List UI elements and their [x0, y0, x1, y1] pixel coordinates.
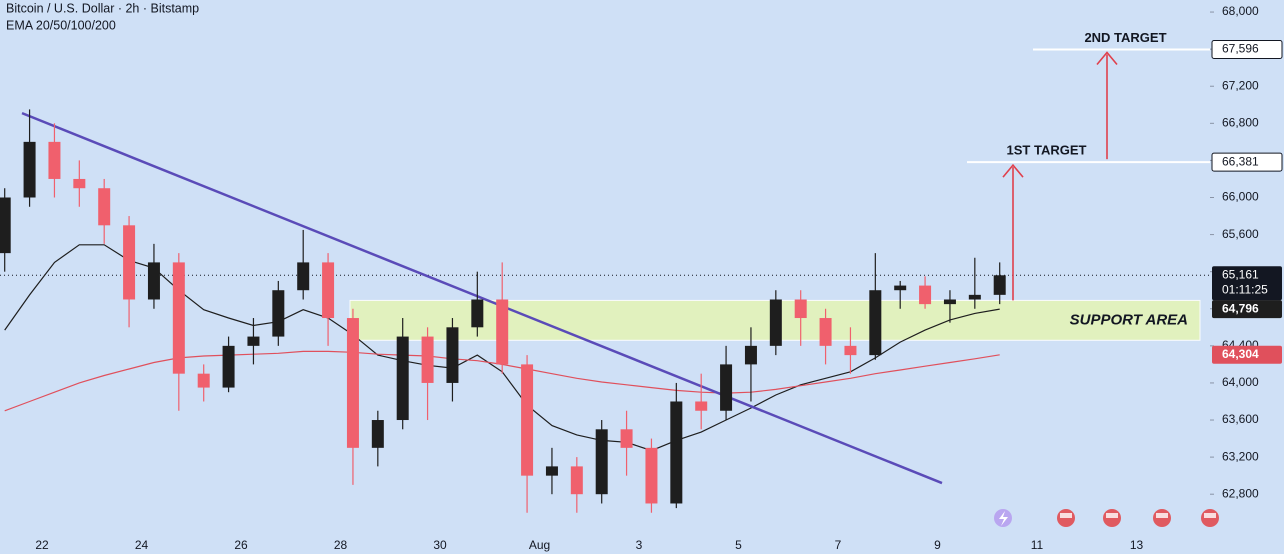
candle-body [446, 327, 459, 383]
x-tick-label: 28 [334, 538, 348, 552]
candle-body [819, 318, 832, 346]
event-icon-bolt [999, 511, 1008, 526]
target-arrow-head [1002, 163, 1024, 178]
x-tick-label: 11 [1031, 538, 1044, 552]
price-label: 67,596 [1222, 42, 1259, 56]
x-tick-label: 3 [636, 538, 643, 552]
target-label: 1ST TARGET [1007, 143, 1087, 158]
candle-body [545, 466, 558, 476]
candle-body [322, 262, 335, 319]
flag-stripe [1156, 513, 1168, 518]
candle-body [943, 299, 956, 305]
trendline [21, 111, 943, 485]
candle-body [197, 373, 210, 388]
candle-body [720, 364, 733, 411]
x-tick-label: 9 [934, 538, 941, 552]
y-tick-label: 64,000 [1222, 375, 1259, 389]
target-label: 2ND TARGET [1084, 30, 1166, 45]
y-tick-label: 63,600 [1222, 412, 1259, 426]
candle-body [695, 401, 708, 411]
candle-body [670, 401, 683, 504]
candle-body [869, 290, 882, 356]
ema-label: 64,304 [1222, 347, 1259, 361]
y-tick-label: 63,200 [1222, 449, 1259, 463]
candle-body [73, 178, 86, 189]
event-icons [994, 509, 1219, 527]
candle-body [844, 345, 857, 356]
candle-body [123, 225, 136, 300]
ema-label-box [1212, 345, 1282, 364]
candle-body [297, 262, 310, 291]
candle-body [346, 318, 359, 448]
candle-body [371, 420, 384, 448]
candle-body [894, 285, 907, 291]
target-arrow-head [1096, 51, 1118, 66]
candle-body [471, 299, 484, 328]
plot: SUPPORT AREA 1ST TARGET 2ND TARGET [0, 30, 1210, 513]
flag-stripe [1060, 513, 1072, 518]
x-tick-label: 24 [135, 538, 149, 552]
candle-body [48, 141, 61, 179]
candle-body [620, 429, 633, 448]
candle-body [272, 290, 285, 337]
candle-body [993, 275, 1006, 295]
flag-stripe [1204, 513, 1216, 518]
y-tick-label: 66,800 [1222, 115, 1259, 129]
support-label: SUPPORT AREA [1070, 311, 1188, 328]
candle-body [496, 299, 509, 365]
x-tick-label: 7 [835, 538, 842, 552]
current-price-label: 65,161 [1222, 267, 1259, 281]
candle-body [172, 262, 185, 374]
candle-body [919, 285, 932, 305]
candle-body [0, 197, 11, 254]
price-label-box [1211, 40, 1283, 60]
y-tick-label: 65,600 [1222, 227, 1259, 241]
flag-stripe [1106, 513, 1118, 518]
price-label-box [1211, 152, 1283, 172]
x-tick-label: 5 [735, 538, 742, 552]
candle-body [247, 336, 260, 346]
candle-body [222, 345, 235, 388]
candle-body [645, 447, 658, 504]
candle-body [98, 188, 111, 226]
candle-body [421, 336, 434, 383]
x-tick-label: 13 [1130, 538, 1144, 552]
y-tick-label: 67,200 [1222, 78, 1259, 92]
y-tick-label: 62,800 [1222, 486, 1259, 500]
current-price-box [1212, 266, 1282, 301]
price-label: 66,381 [1222, 154, 1259, 168]
candle-body [595, 429, 608, 495]
y-tick-label: 66,000 [1222, 190, 1259, 204]
chart-title: Bitcoin / U.S. Dollar · 2h · Bitstamp [6, 1, 199, 15]
x-tick-label: 30 [433, 538, 447, 552]
candle-body [744, 345, 757, 365]
candle-body [968, 294, 981, 300]
candle-body [794, 299, 807, 319]
candle-body [147, 262, 160, 300]
candle-body [570, 466, 583, 495]
y-tick-label: 68,000 [1222, 4, 1259, 18]
indicator-label: EMA 20/50/100/200 [6, 18, 116, 32]
candle-body [521, 364, 534, 476]
x-tick-label: 22 [35, 538, 49, 552]
candle-body [23, 141, 36, 198]
candle-body [769, 299, 782, 346]
countdown-label: 01:11:25 [1222, 282, 1268, 296]
candle-body [396, 336, 409, 421]
ema-label: 64,796 [1222, 301, 1259, 315]
x-tick-label: 26 [234, 538, 248, 552]
x-tick-label: Aug [529, 538, 550, 552]
ema-label-box [1212, 300, 1282, 319]
